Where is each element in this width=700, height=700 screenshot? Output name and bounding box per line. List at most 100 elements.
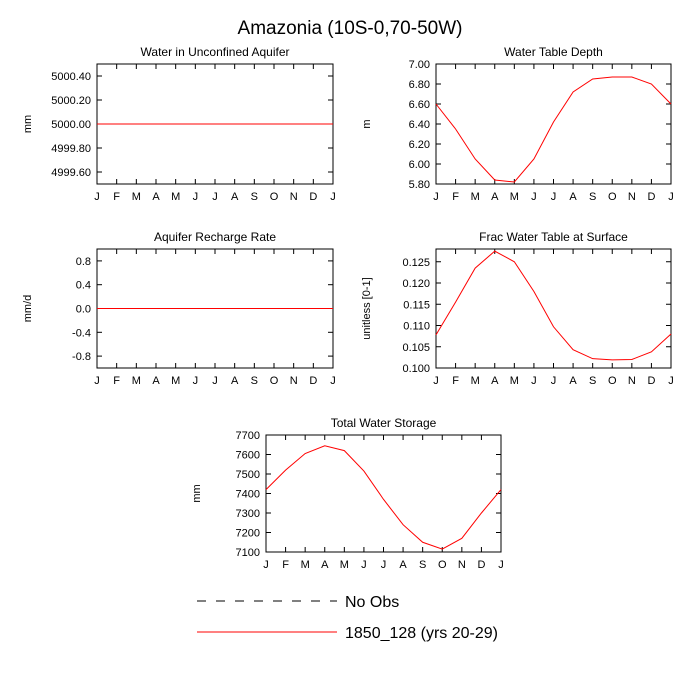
x-tick-label: J xyxy=(94,375,100,387)
y-tick-label: 7200 xyxy=(236,528,260,540)
y-tick-label: 0.105 xyxy=(402,342,430,354)
x-tick-label: A xyxy=(569,191,577,203)
chart-title: Total Water Storage xyxy=(331,416,437,430)
x-tick-label: A xyxy=(321,559,329,571)
x-tick-label: N xyxy=(290,375,298,387)
x-tick-label: O xyxy=(608,375,617,387)
x-tick-label: S xyxy=(419,559,426,571)
y-tick-label: 0.115 xyxy=(403,299,430,311)
y-tick-label: 4999.60 xyxy=(51,167,91,179)
x-tick-label: O xyxy=(270,191,279,203)
y-tick-label: 5000.00 xyxy=(51,119,91,131)
x-tick-label: N xyxy=(628,375,636,387)
x-tick-label: J xyxy=(668,191,674,203)
x-tick-label: N xyxy=(290,191,298,203)
x-tick-label: A xyxy=(152,191,160,203)
x-tick-label: A xyxy=(491,191,499,203)
y-tick-label: 5.80 xyxy=(409,179,430,191)
y-tick-label: 0.120 xyxy=(402,278,430,290)
x-tick-label: M xyxy=(171,191,180,203)
y-tick-label: 7600 xyxy=(236,450,260,462)
x-tick-label: D xyxy=(309,191,317,203)
y-tick-label: -0.4 xyxy=(72,327,91,339)
y-tick-label: 6.60 xyxy=(409,99,430,111)
x-tick-label: J xyxy=(433,375,439,387)
x-tick-label: N xyxy=(628,191,636,203)
x-tick-label: J xyxy=(668,375,674,387)
y-tick-label: 7400 xyxy=(236,489,260,501)
y-tick-label: -0.8 xyxy=(72,351,91,363)
x-tick-label: D xyxy=(647,375,655,387)
x-tick-label: A xyxy=(231,191,239,203)
y-tick-label: 0.100 xyxy=(402,363,430,375)
x-tick-label: J xyxy=(212,191,218,203)
x-tick-label: M xyxy=(132,191,141,203)
x-tick-label: J xyxy=(531,375,537,387)
x-tick-label: M xyxy=(510,191,519,203)
y-tick-label: 4999.80 xyxy=(51,143,91,155)
x-tick-label: M xyxy=(471,375,480,387)
x-tick-label: A xyxy=(569,375,577,387)
x-tick-label: S xyxy=(589,191,596,203)
plot-frame xyxy=(265,434,502,553)
y-tick-label: 6.00 xyxy=(409,159,430,171)
x-tick-label: O xyxy=(438,559,447,571)
x-tick-label: F xyxy=(113,191,120,203)
x-tick-label: N xyxy=(458,559,466,571)
x-tick-label: J xyxy=(498,559,504,571)
y-axis-label: mm xyxy=(22,115,34,133)
x-tick-label: M xyxy=(301,559,310,571)
y-tick-label: 6.80 xyxy=(409,79,430,91)
series-line-1850-128-yrs-20-29 xyxy=(265,445,502,550)
y-tick-label: 0.125 xyxy=(402,257,430,269)
y-tick-label: 0.4 xyxy=(76,280,91,292)
chart-title: Water Table Depth xyxy=(504,45,603,59)
x-tick-label: M xyxy=(171,375,180,387)
y-tick-label: 0.110 xyxy=(403,321,430,333)
y-tick-label: 6.40 xyxy=(409,119,430,131)
x-tick-label: A xyxy=(399,559,407,571)
x-tick-label: S xyxy=(589,375,596,387)
y-axis-label: mm xyxy=(191,484,203,502)
plot-frame xyxy=(435,63,672,185)
x-tick-label: J xyxy=(212,375,218,387)
y-axis-label: mm/d xyxy=(22,295,34,323)
y-tick-label: 0.0 xyxy=(76,304,91,316)
y-tick-label: 7500 xyxy=(236,469,260,481)
x-tick-label: M xyxy=(340,559,349,571)
x-tick-label: A xyxy=(231,375,239,387)
x-tick-label: J xyxy=(531,191,537,203)
series-line-1850-128-yrs-20-29 xyxy=(435,76,672,183)
y-tick-label: 0.8 xyxy=(76,256,91,268)
y-tick-label: 7.00 xyxy=(409,59,430,71)
x-tick-label: F xyxy=(113,375,120,387)
x-tick-label: S xyxy=(251,191,258,203)
x-tick-label: F xyxy=(452,375,459,387)
x-tick-label: A xyxy=(152,375,160,387)
x-tick-label: J xyxy=(551,191,557,203)
y-tick-label: 5000.20 xyxy=(51,95,91,107)
x-tick-label: J xyxy=(551,375,557,387)
y-tick-label: 6.20 xyxy=(409,139,430,151)
plot-frame xyxy=(435,248,672,369)
series-line-1850-128-yrs-20-29 xyxy=(435,250,672,361)
x-tick-label: F xyxy=(452,191,459,203)
x-tick-label: A xyxy=(491,375,499,387)
x-tick-label: M xyxy=(510,375,519,387)
chart-title: Frac Water Table at Surface xyxy=(479,230,628,244)
figure-title: Amazonia (10S-0,70-50W) xyxy=(238,18,463,39)
y-axis-label: m xyxy=(361,119,373,128)
x-tick-label: M xyxy=(471,191,480,203)
x-tick-label: D xyxy=(477,559,485,571)
legend-label-no-obs: No Obs xyxy=(345,594,399,611)
chart-title: Aquifer Recharge Rate xyxy=(154,230,276,244)
x-tick-label: J xyxy=(361,559,367,571)
legend-label-1850-128: 1850_128 (yrs 20-29) xyxy=(345,625,498,642)
x-tick-label: O xyxy=(270,375,279,387)
x-tick-label: J xyxy=(193,191,199,203)
